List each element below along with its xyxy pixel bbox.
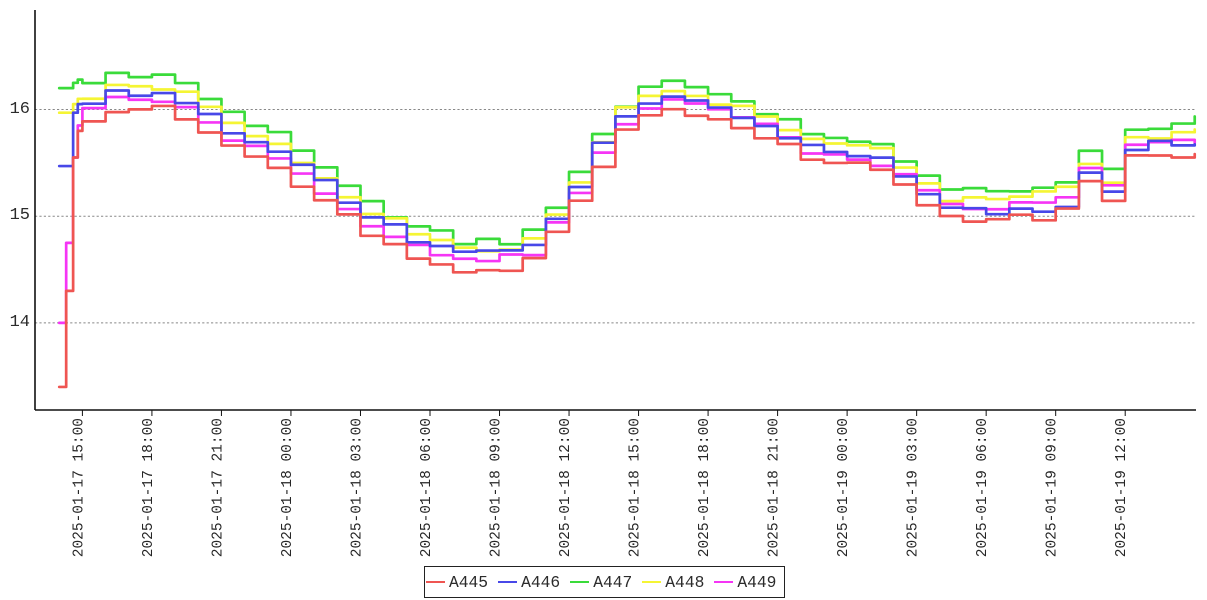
svg-text:2025-01-19 06:00: 2025-01-19 06:00	[975, 418, 991, 557]
svg-text:2025-01-18 06:00: 2025-01-18 06:00	[419, 418, 435, 557]
svg-text:2025-01-18 12:00: 2025-01-18 12:00	[558, 418, 574, 557]
svg-text:2025-01-19 03:00: 2025-01-19 03:00	[906, 418, 922, 557]
svg-text:2025-01-19 09:00: 2025-01-19 09:00	[1045, 418, 1061, 557]
svg-text:2025-01-18 09:00: 2025-01-18 09:00	[489, 418, 505, 557]
svg-text:2025-01-17 18:00: 2025-01-17 18:00	[141, 418, 157, 557]
svg-text:2025-01-18 00:00: 2025-01-18 00:00	[280, 418, 296, 557]
svg-text:2025-01-17 15:00: 2025-01-17 15:00	[71, 418, 87, 557]
svg-text:2025-01-18 15:00: 2025-01-18 15:00	[628, 418, 644, 557]
svg-text:2025-01-18 18:00: 2025-01-18 18:00	[697, 418, 713, 557]
svg-text:2025-01-17 21:00: 2025-01-17 21:00	[210, 418, 226, 557]
svg-text:2025-01-18 21:00: 2025-01-18 21:00	[767, 418, 783, 557]
svg-text:2025-01-19 12:00: 2025-01-19 12:00	[1114, 418, 1130, 557]
svg-text:2025-01-19 00:00: 2025-01-19 00:00	[836, 418, 852, 557]
svg-text:2025-01-18 03:00: 2025-01-18 03:00	[349, 418, 365, 557]
